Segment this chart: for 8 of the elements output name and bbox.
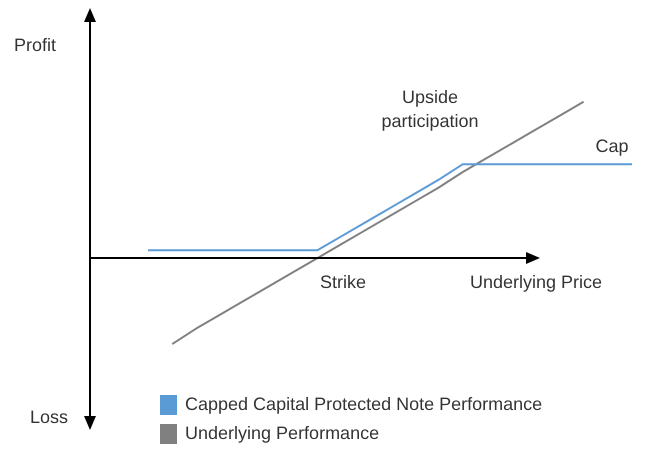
x-axis-title: Underlying Price xyxy=(470,272,602,292)
text: Profit xyxy=(14,34,56,55)
legend-label: Capped Capital Protected Note Performance xyxy=(185,394,542,415)
legend-label: Underlying Performance xyxy=(185,423,380,444)
annotation: Strike xyxy=(320,272,366,292)
text: Loss xyxy=(30,406,68,427)
annotation: Upside participation xyxy=(381,86,479,131)
annotation: Cap xyxy=(595,136,629,156)
